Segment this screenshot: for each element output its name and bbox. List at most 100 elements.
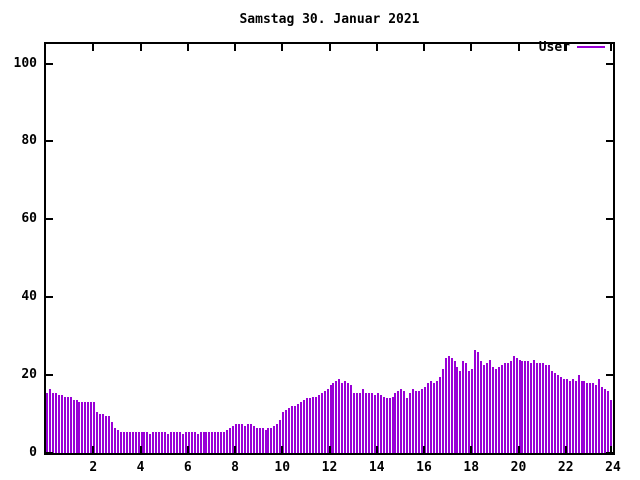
legend-label: User xyxy=(538,40,570,55)
x-tick-label: 6 xyxy=(183,460,192,475)
x-tick-bottom xyxy=(375,446,378,453)
bar xyxy=(54,392,57,453)
bar xyxy=(545,365,548,453)
bar xyxy=(320,392,323,453)
bar xyxy=(113,427,116,453)
bar xyxy=(400,388,403,453)
bar xyxy=(376,392,379,453)
bar xyxy=(565,379,568,453)
bar xyxy=(249,423,252,453)
y-tick-right xyxy=(606,452,613,454)
bar xyxy=(232,425,235,453)
y-tick-left xyxy=(46,140,53,143)
y-tick-label: 40 xyxy=(21,289,37,305)
bar xyxy=(459,371,462,453)
x-tick-top xyxy=(139,44,142,51)
x-tick-bottom xyxy=(92,446,95,453)
bar xyxy=(592,382,595,453)
bar xyxy=(276,423,279,453)
bar xyxy=(294,406,297,453)
x-tick-top xyxy=(186,44,189,51)
bar xyxy=(187,431,190,453)
bar xyxy=(196,433,199,453)
bar xyxy=(326,388,329,453)
y-tick-left xyxy=(46,296,53,299)
x-tick-top xyxy=(375,44,378,51)
y-tick-left xyxy=(46,452,53,454)
x-tick-label: 20 xyxy=(510,460,527,475)
bar xyxy=(48,388,51,453)
bar xyxy=(447,355,450,453)
bar xyxy=(353,392,356,453)
bar xyxy=(580,380,583,453)
bar xyxy=(105,416,108,453)
bar xyxy=(412,388,415,453)
bar xyxy=(131,431,134,453)
bar xyxy=(438,377,441,453)
bar xyxy=(237,423,240,453)
bar xyxy=(205,431,208,453)
bar xyxy=(164,431,167,453)
bar xyxy=(604,388,607,453)
bar xyxy=(178,431,181,453)
bar xyxy=(391,396,394,453)
bar xyxy=(607,390,610,453)
bar xyxy=(243,425,246,453)
bar xyxy=(190,431,193,453)
bar xyxy=(574,380,577,453)
bar xyxy=(503,363,506,453)
x-tick-bottom xyxy=(234,446,236,453)
bar xyxy=(568,380,571,453)
x-tick-top xyxy=(92,44,95,51)
bar xyxy=(258,427,261,453)
bar xyxy=(93,402,96,453)
bar xyxy=(122,431,125,453)
x-tick-top xyxy=(423,44,425,51)
bar xyxy=(72,400,75,453)
bar xyxy=(553,373,556,453)
bar xyxy=(500,365,503,453)
bar xyxy=(441,369,444,453)
bar xyxy=(246,423,249,453)
bar xyxy=(610,400,613,453)
bar xyxy=(90,402,93,453)
y-tick-label: 100 xyxy=(13,55,37,71)
bar xyxy=(181,433,184,453)
bar xyxy=(143,431,146,453)
bar xyxy=(96,412,99,453)
bar xyxy=(84,402,87,453)
x-tick-label: 2 xyxy=(89,460,98,475)
x-tick-label: 16 xyxy=(416,460,432,475)
x-tick-label: 18 xyxy=(463,460,480,475)
bar xyxy=(78,402,81,453)
bar xyxy=(435,380,438,453)
bar xyxy=(273,425,276,453)
bar xyxy=(518,359,521,453)
bar xyxy=(533,359,536,453)
bar xyxy=(450,357,453,453)
y-tick-right xyxy=(606,140,613,143)
bar xyxy=(379,394,382,453)
bar xyxy=(556,375,559,453)
bar xyxy=(264,429,267,453)
bar xyxy=(110,421,113,453)
bar xyxy=(512,355,515,453)
bar xyxy=(456,367,459,453)
bar xyxy=(486,363,489,453)
bar xyxy=(347,382,350,453)
bar xyxy=(601,386,604,453)
bar xyxy=(193,431,196,453)
bar xyxy=(548,365,551,453)
legend-line-sample xyxy=(577,46,605,48)
x-tick-bottom xyxy=(564,446,567,453)
bar xyxy=(429,380,432,453)
bar xyxy=(167,433,170,453)
bar xyxy=(108,416,111,453)
bar xyxy=(483,365,486,453)
bar xyxy=(267,427,270,453)
bar xyxy=(370,392,373,453)
y-tick-left xyxy=(46,218,53,221)
bar xyxy=(397,390,400,453)
bar xyxy=(184,431,187,453)
